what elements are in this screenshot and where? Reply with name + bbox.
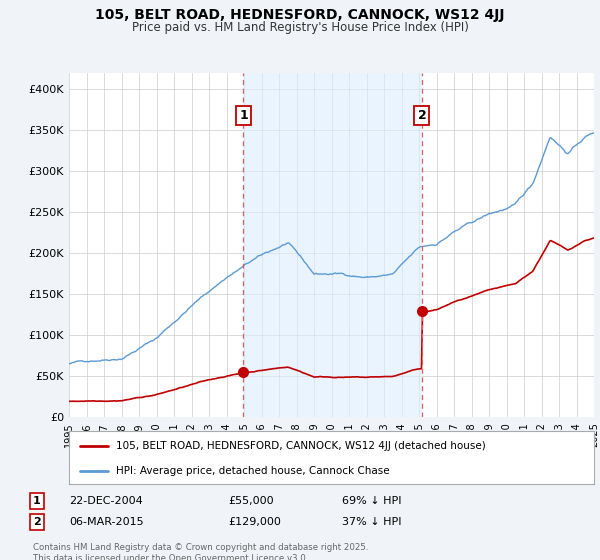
Text: 06-MAR-2015: 06-MAR-2015 (69, 517, 143, 527)
Text: £55,000: £55,000 (228, 496, 274, 506)
Text: 22-DEC-2004: 22-DEC-2004 (69, 496, 143, 506)
Text: 2: 2 (418, 109, 427, 122)
Text: 105, BELT ROAD, HEDNESFORD, CANNOCK, WS12 4JJ (detached house): 105, BELT ROAD, HEDNESFORD, CANNOCK, WS1… (116, 441, 486, 451)
Text: HPI: Average price, detached house, Cannock Chase: HPI: Average price, detached house, Cann… (116, 466, 390, 476)
Bar (244, 73, 422, 417)
Text: 2: 2 (33, 517, 41, 527)
Text: 69% ↓ HPI: 69% ↓ HPI (342, 496, 401, 506)
Text: 1: 1 (33, 496, 41, 506)
Text: Contains HM Land Registry data © Crown copyright and database right 2025.
This d: Contains HM Land Registry data © Crown c… (33, 543, 368, 560)
Text: £129,000: £129,000 (228, 517, 281, 527)
Text: 37% ↓ HPI: 37% ↓ HPI (342, 517, 401, 527)
Text: 105, BELT ROAD, HEDNESFORD, CANNOCK, WS12 4JJ: 105, BELT ROAD, HEDNESFORD, CANNOCK, WS1… (95, 8, 505, 22)
Text: 1: 1 (239, 109, 248, 122)
Text: Price paid vs. HM Land Registry's House Price Index (HPI): Price paid vs. HM Land Registry's House … (131, 21, 469, 34)
